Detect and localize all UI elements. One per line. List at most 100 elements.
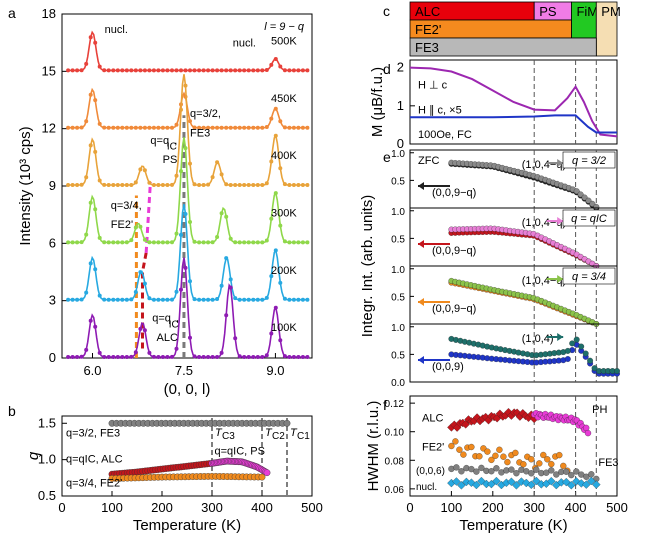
data-point <box>206 355 211 359</box>
data-point <box>129 238 134 243</box>
y-tick-label: 6 <box>49 235 56 250</box>
data-point <box>120 125 125 130</box>
x-tick-label: 100 <box>101 500 123 515</box>
data-point <box>120 355 125 359</box>
data-point <box>560 462 567 470</box>
data-point <box>124 355 129 359</box>
data-point <box>129 125 134 130</box>
data-point <box>115 125 120 130</box>
data-point <box>197 355 202 359</box>
data-point <box>192 182 197 187</box>
data-point <box>210 240 215 245</box>
data-point <box>255 125 260 130</box>
data-point <box>210 175 215 180</box>
data-point <box>79 297 84 302</box>
annotation: q=3/2, <box>190 108 221 120</box>
phase-label: FE2' <box>415 22 441 37</box>
data-point <box>201 68 206 73</box>
data-point <box>88 200 93 205</box>
x-tick-label: 0 <box>58 500 65 515</box>
subplot-label-box <box>562 267 616 285</box>
data-point <box>170 354 174 359</box>
annotation: nucl. <box>105 24 128 36</box>
data-point <box>563 468 570 475</box>
data-point <box>70 183 75 187</box>
x-tick-label: 300 <box>523 500 545 515</box>
data-point <box>170 182 174 187</box>
data-point <box>147 296 152 301</box>
y-tick-label: 1.0 <box>391 265 405 276</box>
data-point <box>142 237 147 242</box>
data-point <box>456 446 463 453</box>
data-point <box>273 106 278 111</box>
data-point <box>179 107 183 112</box>
data-point <box>111 125 116 130</box>
data-point <box>183 83 188 88</box>
series-arrowhead <box>418 240 424 248</box>
data-point <box>305 240 310 245</box>
data-point <box>305 297 310 302</box>
data-point <box>210 125 215 130</box>
data-point <box>547 476 556 486</box>
data-point <box>237 354 242 359</box>
data-point <box>124 68 129 73</box>
data-point <box>512 481 521 490</box>
data-point <box>224 182 229 187</box>
data-point <box>188 220 192 224</box>
data-point <box>567 480 576 490</box>
data-point <box>233 183 238 187</box>
data-point <box>287 297 292 302</box>
data-point <box>492 476 501 486</box>
data-point <box>115 240 120 245</box>
data-point <box>215 68 220 73</box>
annotation: , <box>174 135 177 147</box>
data-point <box>160 125 165 130</box>
data-point <box>287 355 292 359</box>
y-tick-label: 0.12 <box>385 399 405 410</box>
data-point <box>106 355 111 359</box>
data-point <box>66 355 71 359</box>
data-point <box>592 480 601 489</box>
data-point <box>66 68 71 73</box>
data-point <box>79 240 84 245</box>
data-point <box>165 297 170 302</box>
data-point <box>138 326 143 331</box>
panel-e: e Integr. Int. (arb. units) 0.5 1.0 (0,0,9−q… <box>359 149 620 389</box>
data-point <box>269 116 274 121</box>
data-point <box>291 68 296 73</box>
data-point <box>142 281 147 286</box>
data-point <box>120 68 125 73</box>
data-point <box>219 125 224 130</box>
data-point <box>129 68 134 73</box>
data-point <box>452 477 461 486</box>
data-point <box>291 183 296 187</box>
data-point <box>573 468 580 475</box>
y-tick-label: 1.0 <box>38 452 56 467</box>
x-axis-label: Temperature (K) <box>133 517 241 534</box>
data-point <box>237 297 242 302</box>
data-point <box>278 280 283 285</box>
data-point <box>84 290 89 295</box>
data-point <box>264 125 269 129</box>
data-point <box>278 64 283 69</box>
data-point <box>170 240 174 245</box>
annotation: q=3/4, <box>111 200 142 212</box>
transition-label: T <box>265 427 273 439</box>
data-point <box>224 313 229 318</box>
data-point <box>66 183 71 187</box>
series-label: FE2' <box>422 441 444 453</box>
y-tick-label: 1.5 <box>38 415 56 430</box>
data-point <box>532 476 541 486</box>
data-point <box>251 355 256 359</box>
subplot-label: q = 3/2 <box>572 155 606 167</box>
series-label: (1,0,4) <box>522 333 554 345</box>
data-point <box>102 182 107 187</box>
data-point <box>246 125 251 130</box>
data-point <box>273 133 278 138</box>
data-point <box>201 183 206 187</box>
annotation: FE2' <box>111 219 133 231</box>
data-point <box>111 183 116 187</box>
data-point <box>206 125 211 130</box>
subplot-tag: ZFC <box>418 155 439 167</box>
data-point <box>174 68 179 73</box>
